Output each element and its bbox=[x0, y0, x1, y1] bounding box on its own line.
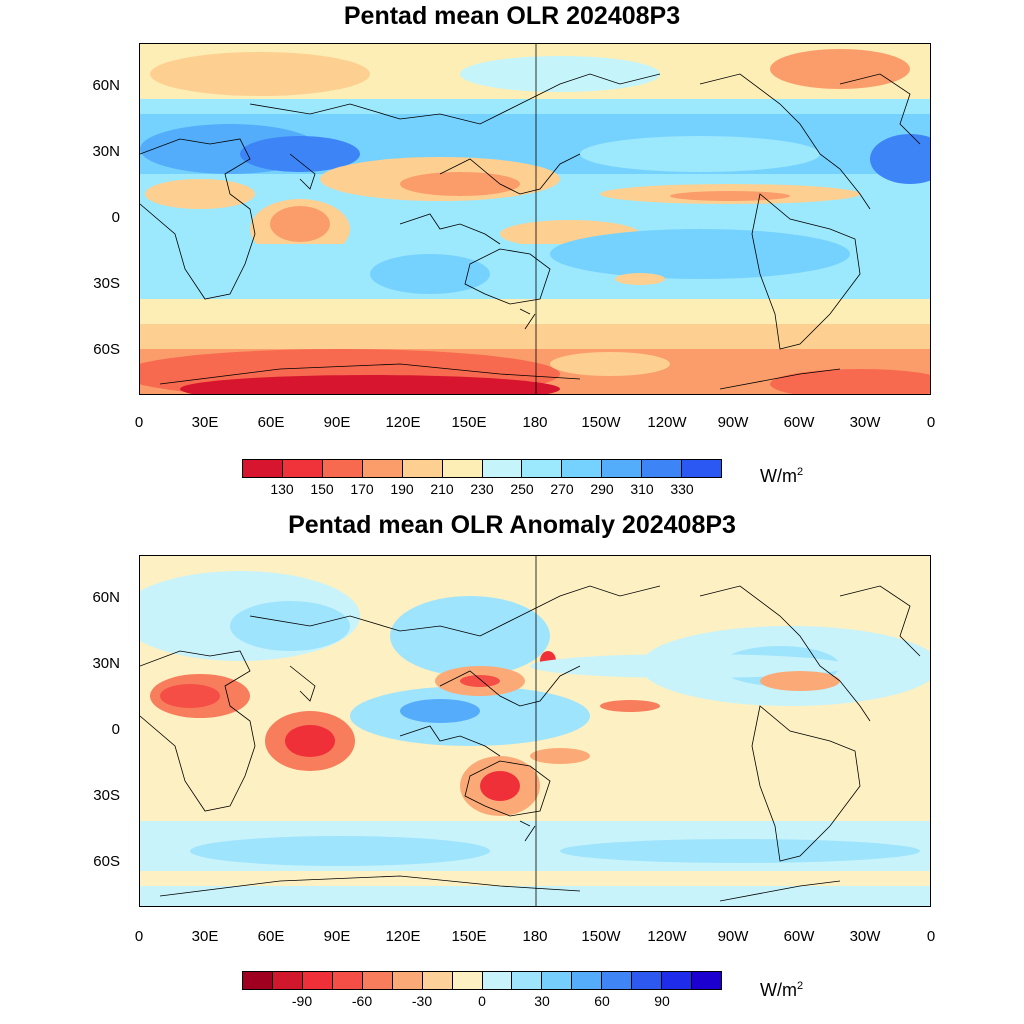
colorbar-swatch bbox=[243, 460, 283, 477]
lon-label: 30W bbox=[849, 928, 881, 945]
colorbar-swatch bbox=[542, 972, 573, 989]
lon-label: 30W bbox=[849, 414, 881, 431]
lon-label: 90E bbox=[323, 928, 351, 945]
colorbar-swatch bbox=[602, 972, 633, 989]
lon-label: 180 bbox=[522, 414, 548, 431]
lat-label-60n: 60N bbox=[92, 77, 120, 94]
colorbar-label: 0 bbox=[478, 993, 486, 1009]
lon-label: 150E bbox=[451, 928, 487, 945]
colorbar-label: 190 bbox=[390, 481, 414, 497]
anomaly-field bbox=[140, 556, 930, 906]
lon-label: 0 bbox=[926, 414, 936, 431]
colorbar-swatch bbox=[362, 972, 393, 989]
lon-label: 120E bbox=[385, 414, 421, 431]
colorbar-swatch bbox=[482, 972, 513, 989]
lon-label: 0 bbox=[134, 928, 144, 945]
colorbar-label: 250 bbox=[510, 481, 534, 497]
colorbar-swatch bbox=[452, 972, 483, 989]
lon-label: 90W bbox=[717, 414, 749, 431]
colorbar-swatch bbox=[243, 972, 273, 989]
colorbar-swatch bbox=[562, 460, 603, 477]
colorbar-label: 290 bbox=[590, 481, 614, 497]
colorbar-swatch bbox=[302, 972, 333, 989]
lon-label: 90E bbox=[323, 414, 351, 431]
anomaly-map-title: Pentad mean OLR Anomaly 202408P3 bbox=[288, 511, 736, 539]
colorbar-swatch bbox=[482, 460, 523, 477]
olr-colorbar bbox=[242, 459, 722, 478]
colorbar-label: 330 bbox=[670, 481, 694, 497]
anomaly-map bbox=[139, 555, 931, 907]
olr-field bbox=[140, 44, 930, 394]
colorbar-swatch bbox=[642, 460, 683, 477]
lon-label: 60W bbox=[783, 928, 815, 945]
colorbar-swatch bbox=[272, 972, 303, 989]
lat-label-30n: 30N bbox=[92, 143, 120, 160]
colorbar-swatch bbox=[522, 460, 563, 477]
colorbar-label: 230 bbox=[470, 481, 494, 497]
colorbar-swatch bbox=[632, 972, 663, 989]
lon-label: 60E bbox=[257, 928, 285, 945]
lon-label: 60E bbox=[257, 414, 285, 431]
colorbar-label: -90 bbox=[291, 993, 313, 1009]
colorbar-label: -60 bbox=[351, 993, 373, 1009]
lat-label-60n: 60N bbox=[92, 589, 120, 606]
lon-label: 0 bbox=[134, 414, 144, 431]
colorbar-swatch bbox=[572, 972, 603, 989]
olr-unit-label: W/m2 bbox=[760, 466, 804, 486]
colorbar-label: 210 bbox=[430, 481, 454, 497]
colorbar-swatch bbox=[692, 972, 721, 989]
lat-label-30n: 30N bbox=[92, 655, 120, 672]
colorbar-swatch bbox=[332, 972, 363, 989]
colorbar-label: 130 bbox=[270, 481, 294, 497]
colorbar-label: 150 bbox=[310, 481, 334, 497]
colorbar-swatch bbox=[512, 972, 543, 989]
lon-label: 120E bbox=[385, 928, 421, 945]
colorbar-label: 90 bbox=[654, 993, 670, 1009]
lon-label: 150W bbox=[581, 414, 621, 431]
colorbar-label: 270 bbox=[550, 481, 574, 497]
colorbar-swatch bbox=[322, 460, 363, 477]
lon-label: 60W bbox=[783, 414, 815, 431]
lon-label: 0 bbox=[926, 928, 936, 945]
colorbar-swatch bbox=[402, 460, 443, 477]
colorbar-label: 30 bbox=[534, 993, 550, 1009]
lat-label-30s: 30S bbox=[93, 787, 120, 804]
lon-label: 180 bbox=[522, 928, 548, 945]
anomaly-unit-label: W/m2 bbox=[760, 980, 804, 1000]
colorbar-label: 310 bbox=[630, 481, 654, 497]
lon-label: 150E bbox=[451, 414, 487, 431]
lon-label: 90W bbox=[717, 928, 749, 945]
colorbar-swatch bbox=[662, 972, 693, 989]
lat-label-60s: 60S bbox=[93, 853, 120, 870]
olr-map bbox=[139, 43, 931, 395]
lat-label-60s: 60S bbox=[93, 341, 120, 358]
colorbar-label: 60 bbox=[594, 993, 610, 1009]
colorbar-swatch bbox=[682, 460, 722, 477]
lon-label: 30E bbox=[191, 928, 219, 945]
lat-label-30s: 30S bbox=[93, 275, 120, 292]
olr-map-title: Pentad mean OLR 202408P3 bbox=[343, 2, 681, 30]
colorbar-swatch bbox=[362, 460, 403, 477]
lon-label: 120W bbox=[647, 414, 687, 431]
colorbar-swatch bbox=[442, 460, 483, 477]
lon-label: 30E bbox=[191, 414, 219, 431]
colorbar-swatch bbox=[392, 972, 423, 989]
lat-label-eq: 0 bbox=[111, 721, 120, 738]
lon-label: 150W bbox=[581, 928, 621, 945]
colorbar-swatch bbox=[282, 460, 323, 477]
lat-label-eq: 0 bbox=[111, 209, 120, 226]
colorbar-swatch bbox=[602, 460, 643, 477]
anomaly-colorbar bbox=[242, 971, 722, 990]
colorbar-swatch bbox=[422, 972, 453, 989]
colorbar-label: -30 bbox=[411, 993, 433, 1009]
lon-label: 120W bbox=[647, 928, 687, 945]
colorbar-label: 170 bbox=[350, 481, 374, 497]
